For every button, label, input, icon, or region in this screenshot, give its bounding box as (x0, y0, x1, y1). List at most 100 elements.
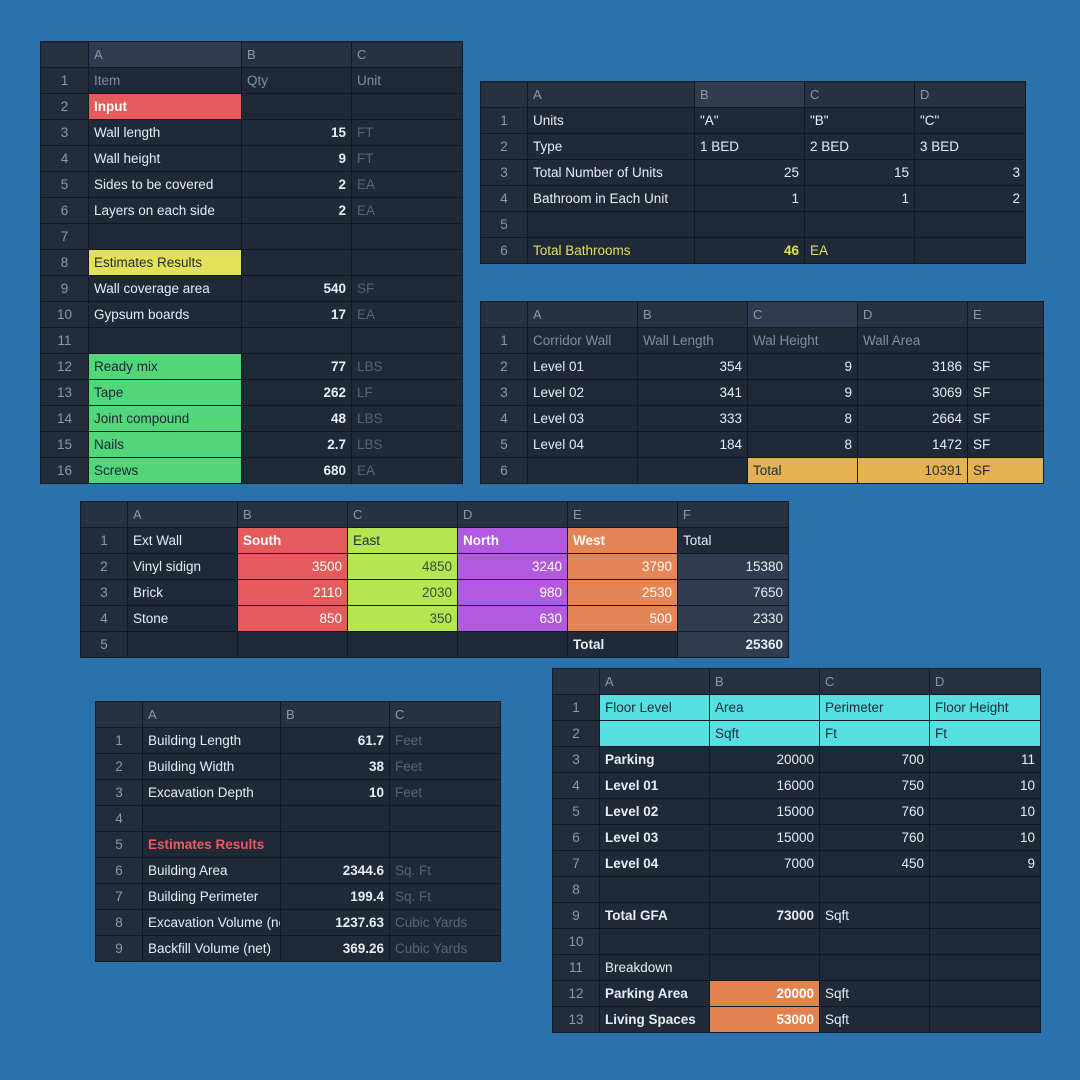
cell-a11[interactable] (89, 328, 242, 353)
cell-b2[interactable]: 38 (281, 754, 390, 779)
cell-d3[interactable]: 11 (1020, 752, 1035, 767)
cell-d3[interactable]: 980 (458, 580, 568, 605)
cell-b2[interactable] (242, 94, 352, 119)
cell-d1[interactable]: North (458, 528, 568, 553)
cell-f1[interactable]: Total (683, 533, 712, 548)
cell-b1[interactable]: Area (710, 695, 820, 720)
cell-b9[interactable]: 540 (242, 276, 352, 301)
cell-b13[interactable]: 53000 (710, 1007, 820, 1032)
cell-d7[interactable]: 9 (1027, 856, 1035, 871)
col-header-a[interactable]: A (528, 82, 695, 107)
cell-b11[interactable] (242, 328, 352, 353)
row-number[interactable]: 2 (81, 554, 128, 579)
cell-c6[interactable]: EA (805, 238, 915, 263)
cell-d2[interactable]: 3186 (858, 354, 968, 379)
row-number[interactable]: 8 (96, 910, 143, 935)
cell-e2[interactable]: SF (973, 359, 991, 374)
col-header-c[interactable]: C (352, 42, 462, 67)
col-header-c[interactable]: C (748, 302, 858, 327)
cell-e4[interactable]: SF (973, 411, 991, 426)
cell-c2[interactable]: 9 (748, 354, 858, 379)
row-number[interactable]: 2 (481, 134, 528, 159)
cell-e1[interactable] (968, 328, 1043, 353)
cell-f4[interactable]: 2330 (678, 606, 788, 631)
cell-c6[interactable]: EA (357, 203, 376, 218)
cell-e4[interactable]: 500 (568, 606, 678, 631)
cell-c3[interactable]: FT (357, 125, 374, 140)
cell-a6[interactable]: Level 03 (600, 825, 710, 850)
cell-b10[interactable]: 17 (242, 302, 352, 327)
cell-b4[interactable]: 9 (242, 146, 352, 171)
cell-c8[interactable] (352, 250, 462, 275)
corner-cell[interactable] (553, 669, 600, 694)
cell-c5[interactable]: 8 (748, 432, 858, 457)
cell-d6[interactable]: 10 (1019, 830, 1035, 845)
cell-b14[interactable]: 48 (242, 406, 352, 431)
cell-a4[interactable]: Level 01 (600, 773, 710, 798)
cell-b6[interactable]: 15000 (710, 825, 820, 850)
cell-d4[interactable]: 10 (1019, 778, 1035, 793)
cell-a13[interactable]: Living Spaces (600, 1007, 710, 1032)
row-number[interactable]: 5 (553, 799, 600, 824)
cell-a5[interactable]: Sides to be covered (89, 172, 242, 197)
col-header-b[interactable]: B (238, 502, 348, 527)
cell-c4[interactable]: 350 (348, 606, 458, 631)
cell-b2[interactable]: 3500 (238, 554, 348, 579)
cell-d6[interactable] (915, 238, 1025, 263)
cell-a7[interactable]: Building Perimeter (143, 884, 281, 909)
col-header-b[interactable]: B (638, 302, 748, 327)
cell-c1[interactable]: Unit (357, 73, 382, 88)
cell-c7[interactable]: 450 (820, 851, 930, 876)
corner-cell[interactable] (96, 702, 143, 727)
col-header-b[interactable]: B (281, 702, 390, 727)
cell-c12[interactable]: Sqft (820, 981, 930, 1006)
cell-a3[interactable]: Excavation Depth (143, 780, 281, 805)
cell-d2[interactable]: 3240 (458, 554, 568, 579)
col-header-c[interactable]: C (805, 82, 915, 107)
row-number[interactable]: 15 (41, 432, 89, 457)
cell-a3[interactable]: Parking (600, 747, 710, 772)
row-number[interactable]: 13 (553, 1007, 600, 1032)
row-number[interactable]: 13 (41, 380, 89, 405)
cell-b4[interactable] (281, 806, 390, 831)
cell-c6[interactable]: Total (748, 458, 858, 483)
cell-a4[interactable] (143, 806, 281, 831)
row-number[interactable]: 11 (553, 955, 600, 980)
cell-e1[interactable]: West (568, 528, 678, 553)
cell-e6[interactable]: SF (968, 458, 1043, 483)
cell-d11[interactable] (930, 955, 1040, 980)
corner-cell[interactable] (41, 42, 89, 67)
row-number[interactable]: 12 (41, 354, 89, 379)
col-header-f[interactable]: F (678, 502, 788, 527)
row-number[interactable]: 5 (96, 832, 143, 857)
col-header-d[interactable]: D (858, 302, 968, 327)
cell-f3[interactable]: 7650 (678, 580, 788, 605)
cell-c9[interactable]: Cubic Yards (395, 941, 468, 956)
cell-b5[interactable]: 184 (638, 432, 748, 457)
cell-a2[interactable]: Vinyl sidign (128, 554, 238, 579)
cell-c7[interactable]: Sq. Ft (395, 889, 432, 904)
cell-a5[interactable]: Estimates Results (143, 832, 281, 857)
cell-a7[interactable]: Level 04 (600, 851, 710, 876)
row-number[interactable]: 6 (41, 198, 89, 223)
cell-c8[interactable] (820, 877, 930, 902)
cell-a12[interactable]: Parking Area (600, 981, 710, 1006)
row-number[interactable]: 9 (96, 936, 143, 961)
cell-b5[interactable] (238, 632, 348, 657)
cell-b13[interactable]: 262 (242, 380, 352, 405)
cell-a8[interactable]: Excavation Volume (ne (143, 910, 281, 935)
row-number[interactable]: 7 (41, 224, 89, 249)
row-number[interactable]: 9 (553, 903, 600, 928)
cell-c3[interactable]: 9 (748, 380, 858, 405)
corner-cell[interactable] (81, 502, 128, 527)
cell-b7[interactable]: 199.4 (281, 884, 390, 909)
cell-b7[interactable]: 7000 (710, 851, 820, 876)
cell-f5[interactable]: 25360 (678, 632, 788, 657)
cell-c9[interactable]: SF (357, 281, 375, 296)
cell-c7[interactable] (352, 224, 462, 249)
row-number[interactable]: 1 (481, 328, 528, 353)
cell-a2[interactable]: Building Width (143, 754, 281, 779)
cell-a9[interactable]: Backfill Volume (net) (143, 936, 281, 961)
cell-b12[interactable]: 77 (242, 354, 352, 379)
row-number[interactable]: 10 (553, 929, 600, 954)
